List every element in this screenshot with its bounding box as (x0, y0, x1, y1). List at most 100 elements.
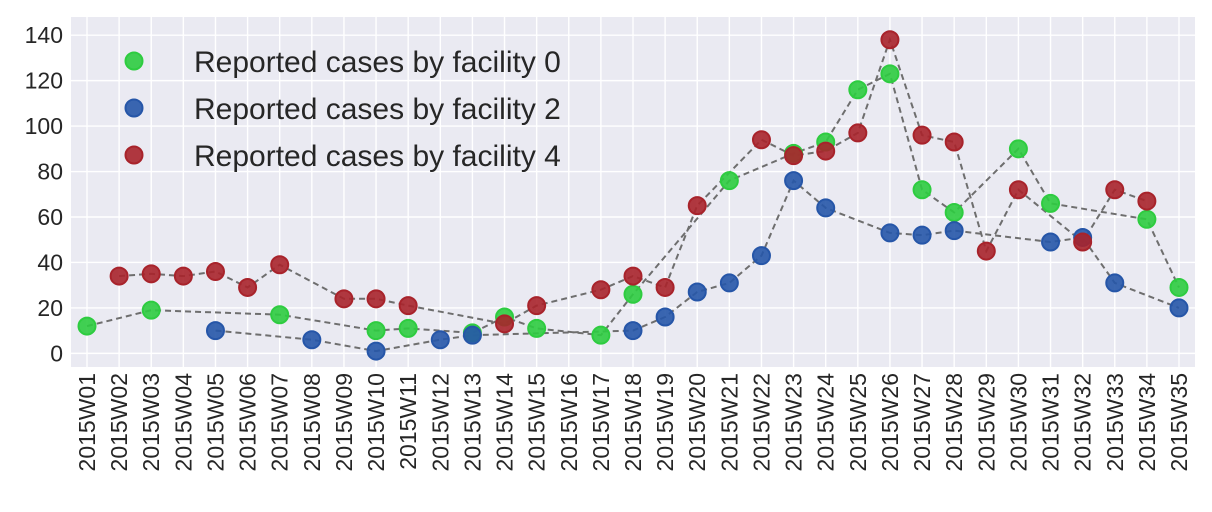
x-tick-label: 2015W26 (877, 373, 903, 471)
x-tick-label: 2015W02 (106, 373, 132, 471)
data-point-s2-19 (687, 196, 707, 216)
data-point-s2-14 (527, 296, 547, 316)
data-point-s1-19 (687, 282, 707, 302)
x-tick-label: 2015W35 (1166, 373, 1192, 471)
data-point-s1-17 (623, 321, 643, 341)
data-point-s1-12 (462, 325, 482, 345)
x-tick-label: 2015W13 (459, 373, 485, 471)
data-point-s2-21 (751, 130, 771, 150)
data-point-s1-25 (880, 223, 900, 243)
y-tick-label: 0 (50, 340, 63, 366)
x-tick-label: 2015W21 (716, 373, 742, 471)
y-tick-label: 20 (37, 295, 63, 321)
data-points (77, 30, 1189, 361)
legend-label-2: Reported cases by facility 4 (194, 140, 561, 173)
x-tick-label: 2015W29 (973, 373, 999, 471)
legend-label-1: Reported cases by facility 2 (194, 93, 561, 126)
x-tick-label: 2015W34 (1134, 373, 1160, 472)
x-tick-label: 2015W32 (1070, 373, 1096, 471)
x-tick-label: 2015W22 (748, 373, 774, 471)
data-point-s2-25 (880, 30, 900, 50)
data-point-s0-29 (1008, 139, 1028, 159)
data-point-s0-17 (623, 284, 643, 304)
data-point-s0-30 (1041, 193, 1061, 213)
x-tick-label: 2015W08 (299, 373, 325, 471)
data-point-s2-32 (1105, 180, 1125, 200)
x-tick-label: 2015W28 (941, 373, 967, 471)
y-tick-label: 80 (37, 159, 63, 185)
data-point-s0-10 (398, 318, 418, 338)
data-point-s0-20 (719, 171, 739, 191)
y-tick-label: 140 (25, 22, 63, 48)
data-point-s2-22 (784, 146, 804, 166)
data-point-s1-30 (1041, 232, 1061, 252)
y-tick-label: 60 (37, 204, 63, 230)
data-point-s0-33 (1137, 209, 1157, 229)
data-point-s2-23 (816, 141, 836, 161)
x-tick-label: 2015W18 (620, 373, 646, 471)
data-point-s1-22 (784, 171, 804, 191)
data-point-s1-7 (302, 330, 322, 350)
data-point-s2-2 (141, 264, 161, 284)
data-point-s1-23 (816, 198, 836, 218)
data-point-s2-10 (398, 296, 418, 316)
y-tick-label: 100 (25, 113, 63, 139)
data-point-s2-9 (366, 289, 386, 309)
x-axis: 2015W01 2015W02 2015W03 2015W04 2015W05 2015W… (74, 373, 1192, 472)
x-tick-label: 2015W16 (556, 373, 582, 471)
data-point-s0-6 (270, 305, 290, 325)
data-point-s0-14 (527, 318, 547, 338)
data-point-s2-17 (623, 266, 643, 286)
x-tick-label: 2015W19 (652, 373, 678, 471)
data-point-s2-13 (495, 314, 515, 334)
data-point-s2-4 (205, 262, 225, 282)
data-point-s1-34 (1169, 298, 1189, 318)
data-point-s2-31 (1073, 232, 1093, 252)
data-point-s1-11 (430, 330, 450, 350)
data-point-s0-16 (591, 325, 611, 345)
data-point-s0-24 (848, 80, 868, 100)
data-point-s0-2 (141, 300, 161, 320)
data-point-s2-33 (1137, 191, 1157, 211)
series-line-2 (119, 36, 1148, 325)
y-axis: 0 20 40 60 80 100 120 140 (25, 22, 63, 366)
data-point-s0-25 (880, 64, 900, 84)
data-point-s2-1 (109, 266, 129, 286)
x-tick-label: 2015W14 (492, 373, 518, 472)
data-point-s2-3 (173, 266, 193, 286)
x-tick-label: 2015W11 (395, 373, 421, 470)
x-tick-label: 2015W06 (235, 373, 261, 471)
x-tick-label: 2015W23 (781, 373, 807, 471)
data-point-s2-28 (976, 241, 996, 261)
legend-marker-2 (124, 145, 144, 165)
x-tick-label: 2015W24 (813, 373, 839, 472)
y-tick-label: 40 (37, 249, 63, 275)
data-point-s0-0 (77, 316, 97, 336)
x-tick-label: 2015W15 (524, 373, 550, 471)
data-point-s2-29 (1008, 180, 1028, 200)
x-tick-label: 2015W31 (1038, 373, 1064, 471)
data-point-s0-9 (366, 321, 386, 341)
data-point-s0-34 (1169, 277, 1189, 297)
data-point-s1-26 (912, 225, 932, 245)
x-tick-label: 2015W17 (588, 373, 614, 471)
data-point-s2-24 (848, 123, 868, 143)
data-point-s2-8 (334, 289, 354, 309)
data-point-s2-16 (591, 280, 611, 300)
y-tick-label: 120 (25, 68, 63, 94)
data-point-s2-18 (655, 277, 675, 297)
legend-marker-0 (124, 51, 144, 71)
legend-label-0: Reported cases by facility 0 (194, 46, 561, 79)
x-tick-label: 2015W25 (845, 373, 871, 471)
legend: Reported cases by facility 0 Reported cas… (124, 46, 561, 173)
data-point-s2-27 (944, 132, 964, 152)
x-tick-label: 2015W12 (427, 373, 453, 471)
data-point-s1-4 (205, 321, 225, 341)
x-tick-label: 2015W03 (138, 373, 164, 471)
data-point-s2-26 (912, 125, 932, 145)
data-point-s2-6 (270, 255, 290, 275)
x-tick-label: 2015W30 (1005, 373, 1031, 471)
data-point-s1-9 (366, 341, 386, 361)
legend-marker-1 (124, 98, 144, 118)
x-tick-label: 2015W04 (170, 373, 196, 472)
